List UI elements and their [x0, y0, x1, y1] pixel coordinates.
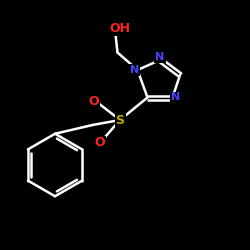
Text: N: N	[156, 52, 164, 62]
Text: N: N	[171, 92, 180, 102]
Text: O: O	[88, 95, 99, 108]
Text: O: O	[95, 136, 105, 149]
Text: N: N	[130, 65, 139, 75]
Text: OH: OH	[109, 22, 130, 35]
Text: S: S	[116, 114, 124, 126]
